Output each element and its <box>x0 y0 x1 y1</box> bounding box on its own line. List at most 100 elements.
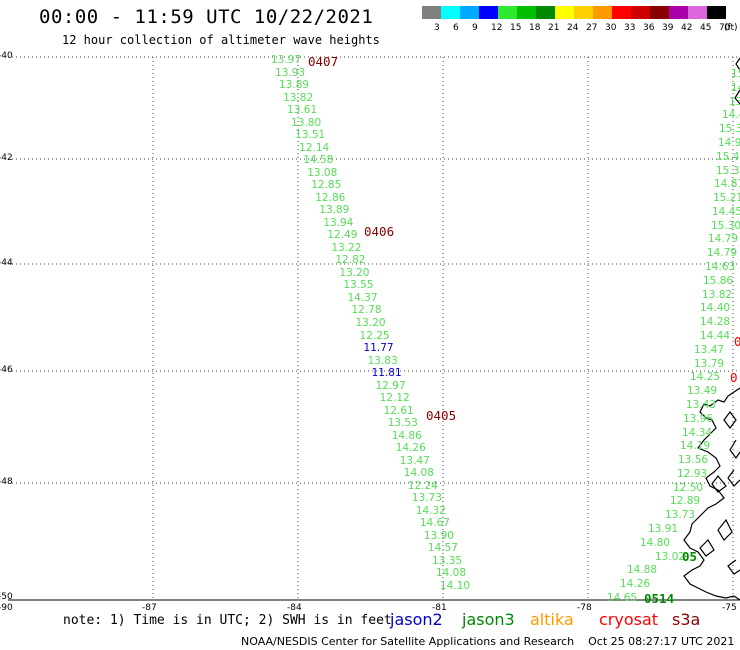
colorbar-label: 12 <box>491 23 503 33</box>
wave-height-value: 13.56 <box>678 454 709 467</box>
colorbar-label: 33 <box>624 23 636 33</box>
wave-height-value: 12.12 <box>379 392 410 405</box>
wave-height-value: 13.79 <box>694 357 725 370</box>
wave-height-value: 14.28 <box>700 316 731 329</box>
wave-height-value: 13.08 <box>307 166 338 179</box>
wave-height-value: 14.37 <box>347 291 378 304</box>
wave-height-value: 13.20 <box>355 317 386 329</box>
wave-height-value: 13.97 <box>271 54 302 66</box>
map-subtitle: 12 hour collection of altimeter wave hei… <box>62 33 380 47</box>
colorbar-unit-label: (ft) <box>724 23 738 33</box>
latitude-label: -48 <box>0 477 13 487</box>
wave-height-value: 14.19 <box>680 440 711 453</box>
latitude-label: -50 <box>0 592 13 602</box>
wave-height-value: 12.24 <box>407 479 438 492</box>
wave-height-value: 14.26 <box>620 578 651 591</box>
wave-height-value: 14.58 <box>303 154 334 167</box>
colorbar-label: 18 <box>529 23 541 33</box>
colorbar-swatch <box>460 6 479 19</box>
map-title: 00:00 - 11:59 UTC 10/22/2021 <box>39 6 374 28</box>
colorbar-label: 42 <box>681 23 693 33</box>
pass-time-label: 0406 <box>364 224 395 239</box>
wave-height-value: 13.82 <box>702 288 733 301</box>
wave-height-value: 14.79 <box>707 247 738 260</box>
wave-height-value: 13.91 <box>648 523 679 536</box>
wave-height-value: 12.50 <box>673 481 704 494</box>
longitude-label: -75 <box>722 603 737 613</box>
colorbar-label: 70 <box>719 23 731 33</box>
wave-height-value: 13.20 <box>339 266 370 279</box>
colorbar-label: 36 <box>643 23 655 33</box>
wave-height-value: 14.57 <box>427 542 458 555</box>
colorbar-swatch <box>669 6 688 19</box>
wave-height-value: 13.90 <box>423 529 454 542</box>
wave-height-value: 13.73 <box>665 509 696 522</box>
wave-height-value: 13.73 <box>411 492 442 505</box>
wave-height-value: 15.21 <box>713 192 740 205</box>
longitude-label: -84 <box>287 603 302 613</box>
wave-height-value: 12.86 <box>315 191 346 204</box>
wave-height-value: 15.86 <box>703 274 734 287</box>
wave-height-value: 14.25 <box>690 371 721 384</box>
wave-height-value: 13.80 <box>291 116 322 129</box>
wave-height-value: 12.61 <box>383 404 414 417</box>
wave-height-value: 14.08 <box>435 567 467 580</box>
longitude-label: -90 <box>0 603 13 613</box>
wave-height-value: 13 <box>729 95 740 108</box>
colorbar-swatch <box>422 6 441 19</box>
colorbar-label: 15 <box>510 23 522 33</box>
satellite-legend-jason3: jason3 <box>462 610 515 629</box>
wave-height-value: 13.89 <box>279 79 310 92</box>
wave-height-value: 14.81 <box>714 178 740 191</box>
wave-height-value: 14.44 <box>700 330 731 342</box>
wave-height-value: 13.83 <box>367 354 398 367</box>
wave-height-value: 13.89 <box>319 204 350 217</box>
wave-height-value: 14.80 <box>640 536 671 549</box>
latitude-label: -40 <box>0 51 13 61</box>
wave-height-value: 12.97 <box>375 379 406 392</box>
longitude-label: -81 <box>432 603 447 613</box>
wave-height-value: 14.08 <box>403 467 434 480</box>
edge-mark: 0 <box>734 334 740 349</box>
wave-height-value: 14.65 <box>607 592 638 604</box>
wave-height-value: 12.82 <box>335 254 366 267</box>
wave-height-value: 13.47 <box>694 343 725 356</box>
colorbar-label: 3 <box>434 23 440 33</box>
colorbar-label: 24 <box>567 23 579 33</box>
wave-height-value: 11.81 <box>371 367 402 380</box>
wave-height-value: 13.82 <box>283 91 314 104</box>
satellite-legend-s3a: s3a <box>672 610 701 629</box>
wave-height-value: 14.10 <box>440 580 471 592</box>
satellite-legend-altika: altika <box>530 610 574 629</box>
latitude-label: -44 <box>0 258 13 268</box>
lat-lon-grid <box>8 56 740 600</box>
wave-height-value: 15 <box>731 68 740 80</box>
timestamp-text: Oct 25 08:27:17 UTC 2021 <box>588 635 735 648</box>
pass-time-label: 05 <box>682 549 698 564</box>
satellite-legend-jason2: jason2 <box>390 610 443 629</box>
wave-height-value: 13.22 <box>331 241 362 254</box>
colorbar-swatch <box>688 6 707 19</box>
coastline <box>683 57 740 601</box>
wave-height-value: 14.40 <box>700 302 731 315</box>
wave-height-value: 13.47 <box>399 454 430 467</box>
wave-height-value: 13.35 <box>431 554 462 567</box>
colorbar-swatch <box>650 6 669 19</box>
colorbar-swatch <box>498 6 517 19</box>
pass-time-label: 0405 <box>426 408 457 423</box>
colorbar-label: 6 <box>453 23 459 33</box>
wave-height-value: 14.86 <box>391 429 422 442</box>
wave-height-value: 13.94 <box>323 216 354 229</box>
wave-height-value: 12.89 <box>670 495 701 508</box>
wave-height-value: 14.67 <box>419 517 450 530</box>
wave-height-value: 12.49 <box>327 229 358 242</box>
wave-height-value: 12.85 <box>311 179 342 192</box>
wave-height-value: 15.30 <box>711 219 740 232</box>
wave-height-value: 14.45 <box>712 205 740 218</box>
colorbar-swatch <box>593 6 612 19</box>
colorbar-swatch <box>517 6 536 19</box>
wave-height-value: 13.49 <box>687 385 718 398</box>
colorbar-swatch <box>707 6 726 19</box>
wave-height-value: 14.79 <box>708 233 739 246</box>
